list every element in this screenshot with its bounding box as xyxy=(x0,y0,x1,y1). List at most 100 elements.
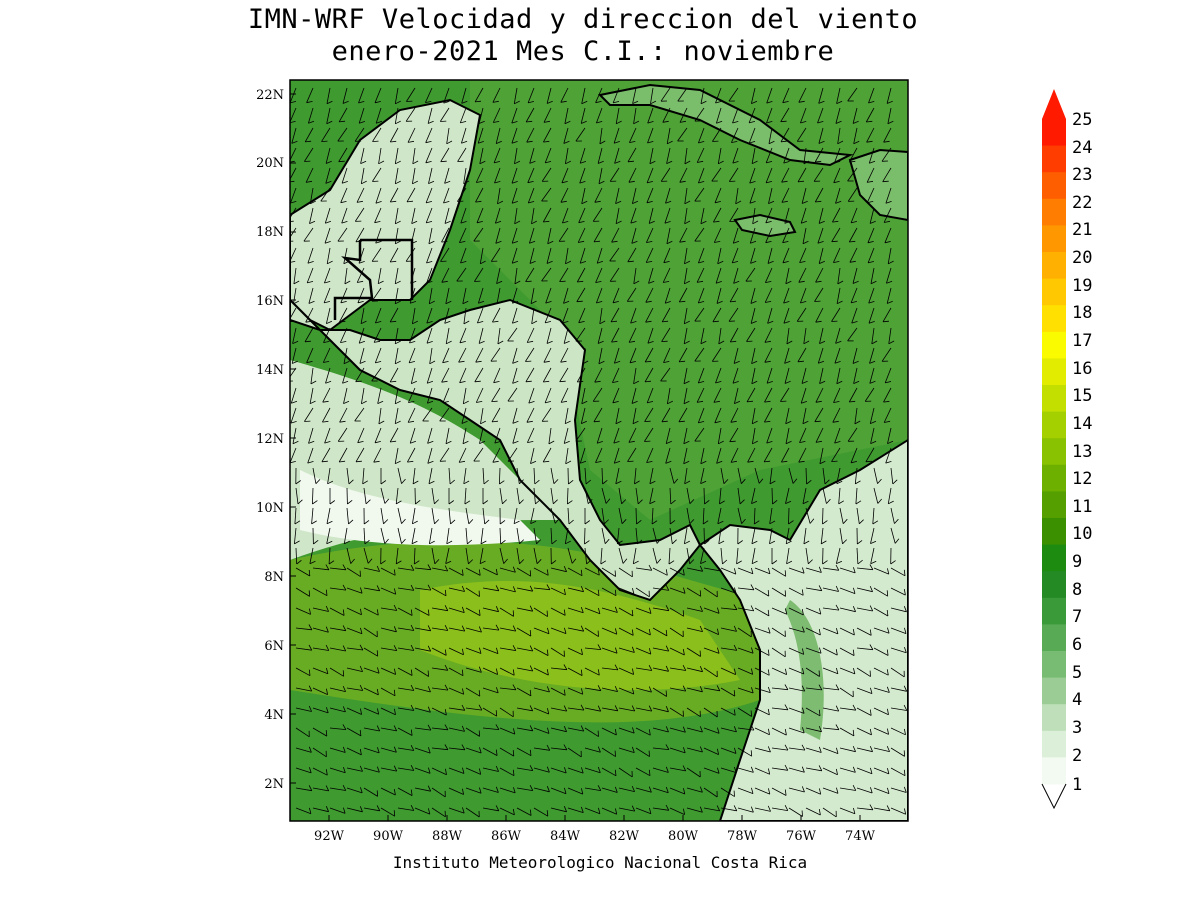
wind-barb xyxy=(822,607,839,611)
wind-barb xyxy=(294,507,297,525)
wind-barb-flag xyxy=(441,280,448,283)
wind-barb-flag xyxy=(444,565,449,572)
wind-barb xyxy=(780,387,790,402)
wind-barb-flag xyxy=(478,120,485,124)
wind-barb xyxy=(785,407,790,424)
wind-barb xyxy=(890,507,895,524)
wind-barb-flag xyxy=(664,221,671,224)
wind-barb-flag xyxy=(734,747,737,754)
wind-barb-flag xyxy=(360,160,367,164)
wind-barb xyxy=(864,387,875,402)
wind-barb-flag xyxy=(750,806,754,813)
wind-barb-flag xyxy=(815,400,822,403)
wind-barb xyxy=(598,347,603,364)
wind-barb-flag xyxy=(512,420,519,424)
hispaniola-island xyxy=(848,148,908,222)
wind-barb-flag xyxy=(866,140,873,143)
wind-barb xyxy=(631,227,637,244)
wind-barb xyxy=(425,87,433,103)
wind-barb-flag xyxy=(325,806,329,812)
wind-barb-flag xyxy=(665,766,669,773)
wind-barb xyxy=(686,707,701,718)
wind-barb xyxy=(550,727,567,733)
wind-barb-flag xyxy=(784,744,789,751)
wind-barb xyxy=(694,227,705,242)
wind-barb xyxy=(412,167,416,184)
wind-barb xyxy=(788,787,805,793)
wind-barb-flag xyxy=(309,400,316,405)
wind-barb xyxy=(713,207,722,223)
wind-barb-flag xyxy=(529,765,534,771)
wind-barb xyxy=(448,587,465,592)
wind-barb xyxy=(329,567,346,571)
wind-barb-flag xyxy=(801,589,804,596)
wind-barb-flag xyxy=(554,518,560,524)
wind-barb-flag xyxy=(835,120,842,124)
wind-barb xyxy=(361,387,365,404)
wind-barb xyxy=(295,787,312,792)
legend-label: 8 xyxy=(1072,580,1082,600)
legend-swatch xyxy=(1042,278,1066,306)
wind-barb-flag xyxy=(292,340,299,344)
wind-barb-flag xyxy=(395,340,401,345)
wind-barb-flag xyxy=(833,261,840,263)
wind-barb xyxy=(660,367,671,382)
wind-barb xyxy=(374,207,382,223)
wind-barb xyxy=(720,687,736,697)
wind-barb-flag xyxy=(499,480,505,485)
wind-barb xyxy=(850,447,858,463)
wind-barb-flag xyxy=(819,460,826,465)
wind-barb-flag xyxy=(614,786,618,793)
wind-barb-flag xyxy=(715,381,722,384)
wind-barb xyxy=(788,507,790,525)
wind-barb-flag xyxy=(321,460,328,463)
wind-barb-flag xyxy=(802,567,805,574)
wind-barb xyxy=(652,787,669,794)
wind-barb xyxy=(295,547,298,565)
wind-barb xyxy=(805,507,811,524)
wind-barb xyxy=(678,407,688,423)
wind-barb-flag xyxy=(631,646,635,653)
wind-barb xyxy=(712,127,722,142)
wind-barb-flag xyxy=(786,560,793,565)
wind-barb-flag xyxy=(717,260,724,265)
wind-barb xyxy=(397,607,413,616)
wind-barb xyxy=(397,747,414,751)
wind-barb xyxy=(463,307,467,324)
wind-barb-flag xyxy=(459,460,466,463)
wind-barb-flag xyxy=(886,100,893,104)
wind-barb-flag xyxy=(561,400,568,403)
wind-barb xyxy=(814,407,824,422)
wind-barb-flag xyxy=(360,627,363,634)
wind-barb xyxy=(802,227,807,244)
wind-vectors xyxy=(290,87,908,818)
wind-barb xyxy=(771,647,786,658)
wind-barb-flag xyxy=(292,440,299,445)
wind-barb xyxy=(890,667,905,678)
legend-label: 20 xyxy=(1072,248,1092,268)
wind-barb xyxy=(380,507,384,524)
wind-barb-flag xyxy=(684,160,691,165)
caribbean-wind-zone xyxy=(470,80,908,520)
wind-barb-flag xyxy=(463,180,470,185)
wind-barb xyxy=(822,747,839,754)
wind-barb-flag xyxy=(764,360,771,363)
wind-barb xyxy=(700,207,705,224)
wind-barb xyxy=(684,147,688,164)
wind-barb xyxy=(575,127,586,142)
wind-barb xyxy=(550,667,567,671)
wind-barb-flag xyxy=(904,646,907,653)
wind-barb-flag xyxy=(716,565,721,571)
wind-barb-flag xyxy=(869,746,873,752)
wind-barb-flag xyxy=(599,320,606,325)
wind-barb xyxy=(329,627,346,632)
wind-barb xyxy=(645,247,654,263)
wind-barb xyxy=(664,207,671,224)
wind-barb xyxy=(737,767,754,773)
wind-barb xyxy=(819,447,824,464)
wind-barb-flag xyxy=(497,340,504,345)
wind-barb xyxy=(686,727,703,733)
wind-barb-flag xyxy=(326,667,329,674)
wind-barb-flag xyxy=(530,520,537,524)
wind-barb xyxy=(499,767,515,777)
